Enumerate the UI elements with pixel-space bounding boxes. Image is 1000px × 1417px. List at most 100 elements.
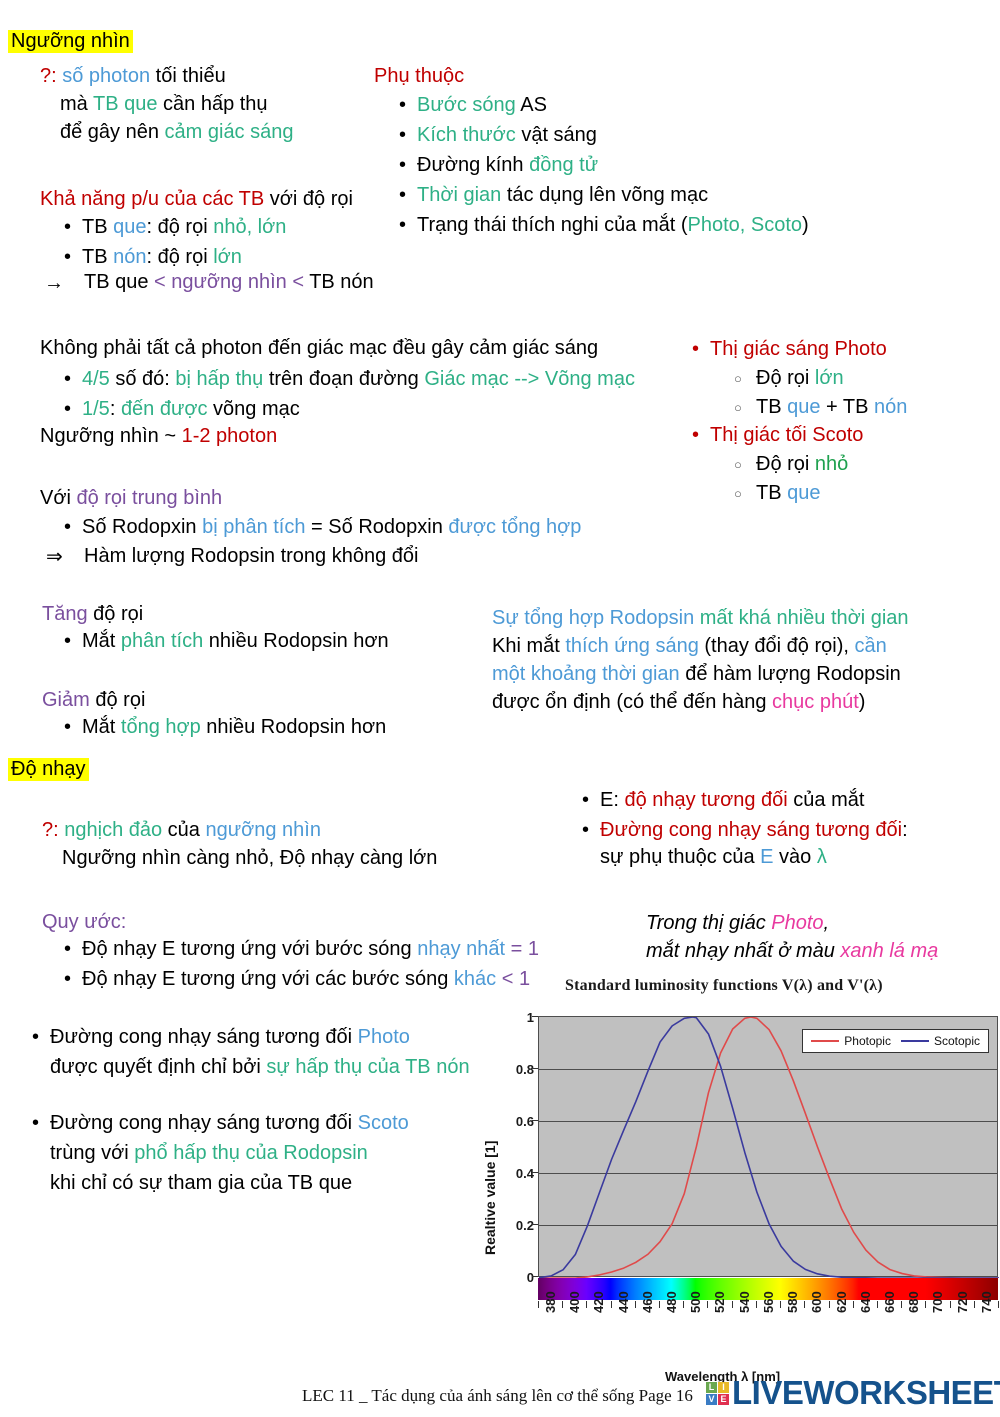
list-item: Độ rọi lớn [728, 364, 1000, 393]
legend-swatch-photopic [811, 1040, 840, 1042]
avg-b1-c: = Số Rodopxin [305, 516, 449, 538]
dep-3-b: tác dụng lên võng mạc [501, 184, 709, 206]
question-mark-label: ?: [40, 65, 57, 87]
dep-0-a: Bước sóng [417, 94, 516, 116]
threshold-question-line2: mà TB que cần hấp thụ [60, 90, 268, 118]
photon-count-text: số photon [62, 65, 151, 87]
list-item: Bước sóng AS [395, 90, 875, 120]
photon-threshold-line: Ngưỡng nhìn ~ 1-2 photon [40, 422, 277, 450]
b2-non: nón [113, 246, 147, 268]
vp1-a: Độ rọi [756, 367, 815, 389]
x-tick-label: 520 [712, 1291, 728, 1313]
it-l1-c: , [823, 912, 830, 934]
y-tick [532, 1276, 538, 1277]
curves-list-2: Đường cong nhạy sáng tương đối Scoto trù… [28, 1108, 488, 1198]
sr-b2-d: E [760, 846, 774, 868]
list-item: TB que [728, 479, 1000, 508]
x-tick [949, 1301, 951, 1308]
x-tick-label: 420 [591, 1291, 607, 1313]
tang-b: độ rọi [87, 603, 144, 625]
rn-l2-a: Khi mắt [492, 635, 566, 657]
x-tick-label: 460 [639, 1291, 655, 1313]
legend-item-photopic: Photopic [811, 1034, 891, 1048]
tb-que-text: TB que [92, 93, 158, 115]
dep-4-c: Photo, Scoto [687, 214, 803, 236]
tang-heading: Tăng độ rọi [42, 600, 143, 628]
ph-l2-b: 1-2 photon [181, 425, 278, 447]
list-item: Thị giác sáng Photo [688, 334, 988, 364]
giam-a: Giảm [42, 689, 90, 711]
vs1-a: Độ rọi [756, 453, 815, 475]
vp2-c: + TB [820, 396, 875, 418]
it-l2-a: mắt nhạy nhất ở màu [646, 940, 841, 962]
chart-curves [539, 1017, 999, 1278]
list-item: Độ nhạy E tương ứng với các bước sóng kh… [60, 964, 620, 994]
avg-head-b: độ rọi trung bình [76, 487, 223, 509]
y-tick-label: 0 [526, 1270, 534, 1285]
sensitivity-right-line3: sự phụ thuộc của E vào λ [600, 843, 827, 871]
arrow-a: TB que [84, 271, 155, 293]
list-item: Thị giác tối Scoto [688, 420, 988, 450]
avg-conclusion: Hàm lượng Rodopsin trong không đổi [84, 545, 419, 567]
cv-b2-b: Scoto [357, 1112, 409, 1134]
l2-a: mà [60, 93, 93, 115]
y-tick-label: 0.8 [515, 1062, 534, 1077]
x-tick-label: 740 [978, 1291, 994, 1313]
ph-l2-a: Ngưỡng nhìn ~ [40, 425, 182, 447]
dep-1-b: vật sáng [515, 124, 597, 146]
x-tick-label: 660 [881, 1291, 897, 1313]
ph-b1-a: 4/5 [82, 368, 110, 390]
avg-list: Số Rodopxin bị phân tích = Số Rodopxin đ… [60, 512, 680, 542]
arrow-glyph-icon: → [44, 272, 64, 294]
it-l2-b: xanh lá mạ [840, 940, 939, 962]
giam-b-a: Mắt [82, 716, 121, 738]
vs2-b: que [787, 482, 821, 504]
b2-a: TB [82, 246, 114, 268]
logo-squares: L I V E [706, 1381, 729, 1405]
ph-b2-b: : [109, 398, 121, 420]
threshold-question-line1: ?: số photon tối thiểu [40, 62, 226, 90]
giam-b: độ rọi [89, 689, 146, 711]
list-item: 4/5 số đó: bị hấp thụ trên đoạn đường Gi… [60, 364, 700, 394]
depends-title: Phụ thuộc [374, 65, 465, 87]
sensitivity-question: ?: nghịch đảo của ngưỡng nhìn [42, 816, 321, 844]
avg-b1-d: được tổng hợp [448, 516, 582, 538]
list-item: Kích thước vật sáng [395, 120, 875, 150]
b1-c: : độ rọi [146, 216, 214, 238]
x-tick [780, 1301, 782, 1308]
sensitivity-question-line2: Ngưỡng nhìn càng nhỏ, Độ nhạy càng lớn [62, 847, 438, 869]
vs1-b: nhỏ [814, 453, 849, 475]
avg-head-a: Với [40, 487, 77, 509]
tang-b-a: Mắt [82, 630, 121, 652]
dep-0-b: AS [515, 94, 547, 116]
x-tick-label: 400 [567, 1291, 583, 1313]
kha-nang-tail: với độ rọi [264, 188, 353, 210]
depends-list: Bước sóng AS Kích thước vật sáng Đường k… [395, 90, 875, 240]
x-tick-label: 440 [615, 1291, 631, 1313]
x-tick [998, 1301, 999, 1308]
avg-b1-a: Số Rodopxin [82, 516, 203, 538]
x-tick-label: 500 [688, 1291, 704, 1313]
x-tick [610, 1301, 612, 1308]
sr-b2-b: : [902, 819, 908, 841]
y-tick [532, 1224, 538, 1225]
rn-l4-a: được ổn định (có thể đến hàng [492, 691, 773, 713]
kha-nang-list: TB que: độ rọi nhỏ, lớn TB nón: độ rọi l… [60, 212, 390, 272]
threshold-question-line3: để gây nên cảm giác sáng [60, 118, 294, 146]
x-tick [586, 1301, 588, 1308]
rodopsin-note-l2: Khi mắt thích ứng sáng (thay đổi độ rọi)… [492, 632, 887, 660]
x-tick-label: 480 [664, 1291, 680, 1313]
legend-swatch-scotopic [900, 1040, 929, 1042]
qu-b2-a: Độ nhạy E tương ứng với các bước sóng [82, 968, 454, 990]
section-heading-do-nhay: Độ nhạy [8, 758, 89, 781]
sr-b2-a: Đường cong nhạy sáng tương đối [600, 819, 903, 841]
tang-list: Mắt phân tích nhiều Rodopsin hơn [60, 626, 480, 656]
it-l1-a: Trong thị giác [646, 912, 772, 934]
x-tick [659, 1301, 661, 1308]
rodopsin-note-l3: một khoảng thời gian để hàm lượng Rodops… [492, 660, 901, 688]
arrow-b: < ngưỡng nhìn < [154, 271, 304, 293]
chart-x-axis-title: Wavelength λ [nm] [665, 1369, 781, 1384]
rn-l2-b: thích ứng sáng [565, 635, 699, 657]
liveworksheets-logo: L I V E LIVEWORKSHEETS [706, 1374, 1000, 1412]
